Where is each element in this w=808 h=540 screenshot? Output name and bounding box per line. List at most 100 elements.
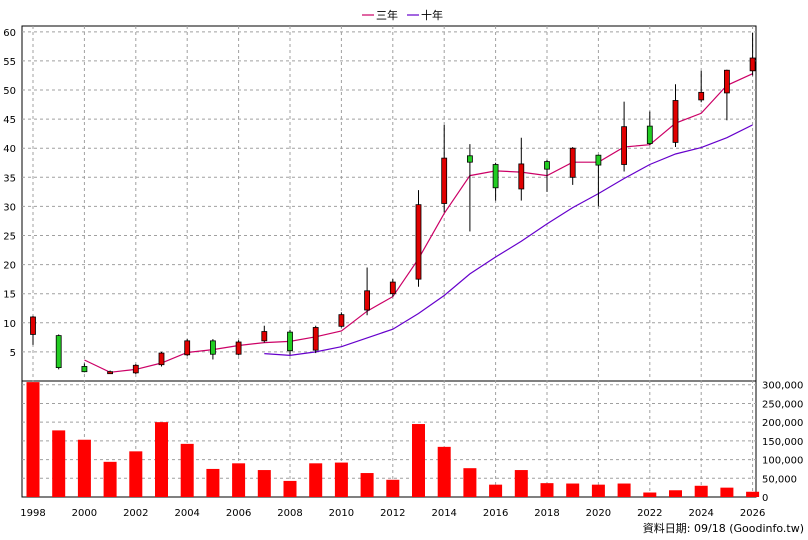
- price-tick-label: 35: [3, 173, 16, 184]
- ma10-layer: [264, 124, 753, 357]
- volume-bar: [257, 470, 271, 497]
- candle: [544, 159, 550, 192]
- price-tick-label: 10: [3, 319, 16, 330]
- data-date-footer: 資料日期: 09/18 (Goodinfo.tw): [643, 521, 804, 535]
- volume-bar: [360, 473, 374, 497]
- candle: [389, 279, 396, 297]
- candle: [466, 144, 473, 232]
- candle-body: [621, 126, 627, 165]
- volume-bar: [52, 430, 66, 497]
- volume-bar: [643, 492, 657, 497]
- legend-ma3-label: 三年: [376, 8, 398, 22]
- price-tick-label: 25: [3, 232, 16, 243]
- x-tick-label: 2012: [380, 508, 405, 519]
- price-tick-label: 20: [3, 261, 16, 272]
- volume-bar: [489, 484, 503, 497]
- price-tick-label: 50: [3, 86, 16, 97]
- volume-bar: [437, 446, 451, 497]
- candle-body: [338, 314, 345, 327]
- candle: [518, 137, 525, 201]
- price-tick-label: 45: [3, 115, 16, 126]
- x-tick-label: 2016: [483, 508, 508, 519]
- volume-bar: [206, 468, 220, 497]
- candle-body: [209, 340, 216, 355]
- candle-body: [364, 290, 371, 311]
- x-tick-label: 2026: [740, 508, 765, 519]
- candle: [55, 334, 62, 370]
- candle-body: [184, 340, 191, 356]
- price-axis-ticks: 5 10 15 20 25 30 35 40 45 50 55 60: [3, 28, 16, 359]
- candle: [698, 70, 705, 103]
- candle: [621, 101, 627, 172]
- volume-bar: [566, 483, 580, 497]
- volume-bar: [232, 463, 246, 497]
- candle: [749, 32, 756, 76]
- volume-tick-label: 250,000: [762, 399, 803, 410]
- volume-bar: [103, 461, 117, 497]
- candle: [595, 154, 602, 207]
- candle-body: [389, 281, 396, 295]
- candle-body: [235, 341, 242, 355]
- candle: [415, 190, 422, 287]
- x-tick-label: 2020: [586, 508, 611, 519]
- candle-body: [55, 335, 62, 369]
- candle-body: [261, 331, 268, 342]
- volume-tick-label: 200,000: [762, 418, 803, 429]
- x-tick-label: 2006: [226, 508, 251, 519]
- volume-bar: [309, 463, 323, 497]
- volume-tick-label: 100,000: [762, 456, 803, 467]
- volume-bar: [412, 424, 425, 497]
- volume-bar: [334, 462, 348, 497]
- candle: [569, 147, 576, 185]
- volume-bar: [746, 491, 760, 497]
- volume-bar: [463, 468, 477, 497]
- candle: [107, 370, 113, 375]
- x-tick-label: 2000: [72, 508, 97, 519]
- volume-tick-label: 300,000: [762, 381, 803, 392]
- candle-body: [646, 125, 653, 144]
- candle: [338, 312, 345, 328]
- price-tick-label: 5: [10, 348, 16, 359]
- chart-legend: 三年 十年: [362, 8, 443, 22]
- candle-body: [749, 57, 756, 72]
- candle-body: [595, 154, 602, 166]
- x-tick-label: 2014: [431, 508, 456, 519]
- volume-bar: [694, 485, 708, 497]
- volume-bar: [720, 487, 734, 497]
- x-tick-label: 2018: [534, 508, 559, 519]
- volume-bar: [129, 451, 143, 497]
- candle: [209, 339, 216, 360]
- candle-body: [724, 69, 730, 94]
- candle: [364, 267, 371, 316]
- volume-bar: [540, 483, 554, 497]
- price-panel-frame: [21, 25, 757, 382]
- x-tick-label: 2010: [329, 508, 354, 519]
- volume-bar: [77, 439, 91, 497]
- x-tick-label: 2022: [637, 508, 662, 519]
- candle-body: [492, 164, 499, 189]
- volume-bar: [283, 480, 297, 497]
- candle: [184, 339, 191, 356]
- volume-bars: [26, 382, 760, 497]
- x-tick-label: 2024: [688, 508, 713, 519]
- volume-bar: [617, 483, 631, 497]
- candle-body: [544, 161, 550, 170]
- volume-bar: [386, 479, 400, 497]
- price-tick-label: 55: [3, 57, 16, 68]
- candle-body: [569, 147, 576, 178]
- x-tick-label: 2002: [123, 508, 148, 519]
- candle: [158, 351, 165, 367]
- candle-body: [672, 100, 679, 143]
- x-axis-ticks: 1998 2000 2002 2004 2006 2008 2010 2012 2014 2016…: [20, 508, 765, 519]
- x-tick-label: 2008: [277, 508, 302, 519]
- grid-lines: [22, 26, 756, 497]
- candle-body: [132, 364, 139, 374]
- candle: [81, 363, 88, 373]
- candle-body: [287, 331, 293, 352]
- legend-ma10-label: 十年: [421, 8, 443, 22]
- candle: [261, 325, 268, 343]
- candle-body: [698, 91, 705, 101]
- ma10-line: [264, 124, 753, 357]
- candle: [646, 111, 653, 146]
